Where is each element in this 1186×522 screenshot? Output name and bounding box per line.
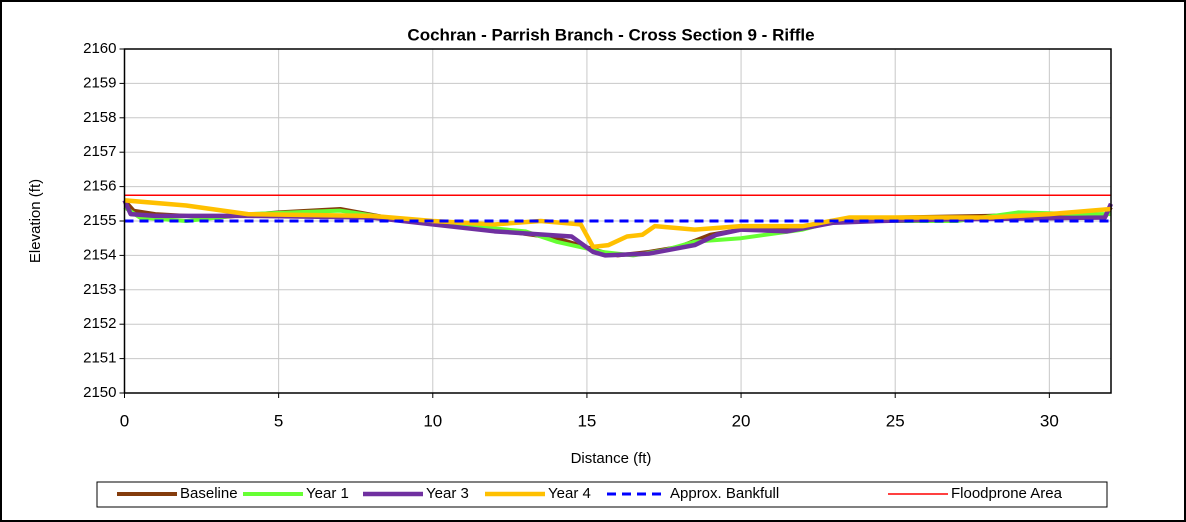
x-axis-label: Distance (ft) bbox=[571, 450, 652, 467]
y-tick-label: 2150 bbox=[83, 384, 116, 401]
chart-title: Cochran - Parrish Branch - Cross Section… bbox=[407, 25, 814, 44]
y-tick-label: 2160 bbox=[83, 40, 116, 57]
legend-label: Baseline bbox=[180, 485, 238, 502]
y-tick-label: 2157 bbox=[83, 143, 116, 160]
legend-label: Floodprone Area bbox=[951, 485, 1063, 502]
y-axis-label: Elevation (ft) bbox=[27, 179, 44, 263]
legend-label: Approx. Bankfull bbox=[670, 485, 779, 502]
y-tick-label: 2153 bbox=[83, 281, 116, 298]
x-tick-label: 15 bbox=[577, 411, 596, 430]
x-tick-label: 20 bbox=[732, 411, 751, 430]
y-tick-label: 2159 bbox=[83, 74, 116, 91]
legend-label: Year 1 bbox=[306, 485, 349, 502]
y-tick-label: 2152 bbox=[83, 315, 116, 332]
legend-label: Year 3 bbox=[426, 485, 469, 502]
x-tick-label: 10 bbox=[423, 411, 442, 430]
x-tick-label: 5 bbox=[274, 411, 283, 430]
series-line bbox=[124, 198, 1112, 250]
x-tick-label: 25 bbox=[886, 411, 905, 430]
y-tick-label: 2151 bbox=[83, 350, 116, 367]
y-tick-label: 2155 bbox=[83, 212, 116, 229]
legend-label: Year 4 bbox=[548, 485, 591, 502]
y-tick-label: 2158 bbox=[83, 109, 116, 126]
y-tick-label: 2154 bbox=[83, 246, 116, 263]
plot-border bbox=[123, 48, 1112, 394]
x-tick-label: 30 bbox=[1040, 411, 1059, 430]
x-tick-label: 0 bbox=[120, 411, 129, 430]
y-tick-label: 2156 bbox=[83, 178, 116, 195]
